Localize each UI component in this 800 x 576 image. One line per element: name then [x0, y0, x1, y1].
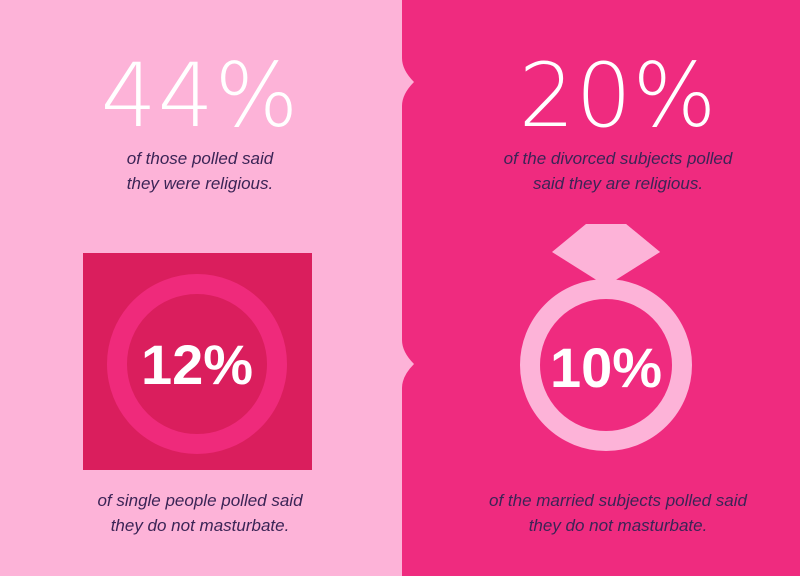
stat-20-caption-line2: said they are religious. [532, 174, 704, 193]
single-ring-square: 12% [83, 253, 312, 470]
stat-44-value: 44% [100, 44, 300, 147]
stat-12-value: 12% [140, 333, 254, 396]
stat-12-caption-line1: of single people polled said [97, 491, 303, 510]
stat-10-caption-line2: they do not masturbate. [528, 516, 708, 535]
married-ring: 10% [512, 222, 700, 462]
stat-10-caption-line1: of the married subjects polled said [489, 491, 747, 510]
circle-ring-icon [83, 253, 312, 470]
stat-20-caption: of the divorced subjects polled said the… [448, 146, 788, 196]
stat-20-caption-line1: of the divorced subjects polled [503, 149, 733, 168]
stat-44-caption-line2: they were religious. [126, 174, 274, 193]
stat-10-caption: of the married subjects polled said they… [448, 488, 788, 538]
stat-44-caption: of those polled said they were religious… [40, 146, 360, 196]
brace-divider [388, 0, 414, 576]
diamond-ring-icon [520, 224, 692, 451]
stat-44-caption-line1: of those polled said [126, 149, 274, 168]
stat-20-value: 20% [518, 44, 718, 147]
stat-12-caption: of single people polled said they do not… [40, 488, 360, 538]
stat-10-value: 10% [549, 336, 663, 399]
stat-12-caption-line2: they do not masturbate. [110, 516, 290, 535]
